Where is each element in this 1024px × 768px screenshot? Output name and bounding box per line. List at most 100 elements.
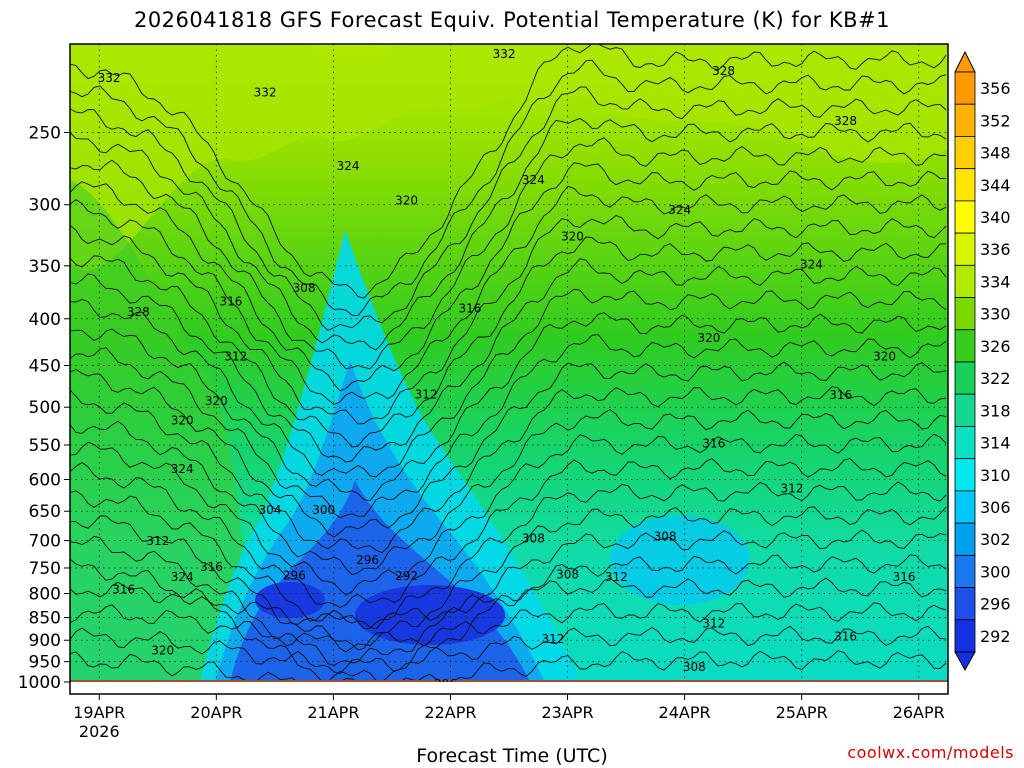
- y-tick-label: 650: [29, 502, 61, 522]
- contour-label: 324: [171, 570, 194, 584]
- colorbar-label: 322: [980, 369, 1011, 388]
- colorbar-swatch: [954, 264, 976, 298]
- contour-label: 332: [98, 71, 121, 85]
- x-tick-label: 19APR: [73, 703, 125, 722]
- contour-label: 332: [493, 47, 516, 61]
- contour-label: 308: [522, 531, 545, 545]
- x-tick-label: 22APR: [424, 703, 476, 722]
- colorbar-top-arrow: [954, 50, 976, 73]
- contour-label: 312: [605, 570, 628, 584]
- field-coldest-core-2: [255, 582, 325, 618]
- colorbar-label: 334: [980, 272, 1011, 291]
- contour-line: [70, 529, 947, 666]
- contour-line: [70, 386, 947, 554]
- colorbar-swatch: [954, 393, 976, 427]
- contour-label: 316: [112, 583, 135, 597]
- colorbar-swatch: [954, 136, 976, 170]
- field-left-green-band: [70, 180, 250, 682]
- colorbar-swatch: [954, 71, 976, 105]
- contour-label: 312: [224, 350, 247, 364]
- colorbar-swatch: [954, 232, 976, 266]
- contour-line: [70, 117, 947, 351]
- y-tick-label: 900: [29, 631, 61, 651]
- contour-line: [70, 481, 947, 630]
- chart-title: 2026041818 GFS Forecast Equiv. Potential…: [133, 8, 891, 32]
- contour-label: 316: [834, 630, 857, 644]
- colorbar-swatch: [954, 490, 976, 524]
- y-tick-label: 700: [29, 532, 61, 552]
- y-tick-label: 850: [29, 609, 61, 629]
- contour-line: [70, 214, 947, 425]
- x-tick-label: 26APR: [893, 703, 945, 722]
- contour-label: 320: [395, 194, 418, 208]
- contour-line: [70, 650, 947, 682]
- x-tick-label: 24APR: [659, 703, 711, 722]
- colorbar-swatch: [954, 103, 976, 137]
- y-tick-label: 750: [29, 559, 61, 579]
- contour-label: 320: [171, 413, 194, 427]
- contour-label: 316: [459, 302, 482, 316]
- contour-label: 324: [668, 203, 691, 217]
- colorbar-label: 326: [980, 337, 1011, 356]
- y-tick-label: 950: [29, 653, 61, 673]
- colorbar-label: 318: [980, 401, 1011, 420]
- contour-line: [70, 44, 947, 299]
- colorbar-label: 296: [980, 595, 1011, 614]
- contour-line: [70, 361, 947, 538]
- colorbar-label: 330: [980, 305, 1011, 324]
- contour-label: 312: [146, 534, 169, 548]
- x-tick-label: 25APR: [776, 703, 828, 722]
- contour-label: 316: [702, 437, 725, 451]
- contour-line: [70, 625, 947, 675]
- colorbar-swatch: [954, 200, 976, 234]
- contour-label: 332: [254, 85, 277, 99]
- contour-line: [70, 409, 947, 576]
- colorbar-label: 300: [980, 562, 1011, 581]
- contour-label: 296: [283, 568, 306, 582]
- colorbar-swatch: [954, 426, 976, 460]
- contour-label: 304: [259, 503, 282, 517]
- colorbar-label: 344: [980, 176, 1011, 195]
- contour-line: [70, 312, 947, 502]
- contour-label: 312: [780, 482, 803, 496]
- colorbar-swatch: [954, 522, 976, 556]
- colorbar-label: 306: [980, 498, 1011, 517]
- colorbar-label: 352: [980, 111, 1011, 130]
- colorbar: 356 352 348 344 340 336 334 330 326 322 318 314 310 3…: [954, 50, 1011, 672]
- contour-line: [70, 236, 947, 448]
- colorbar-label: 314: [980, 434, 1011, 453]
- contour-label: 328: [127, 305, 150, 319]
- contour-label: 328: [834, 114, 857, 128]
- colorbar-swatch: [954, 361, 976, 395]
- colorbar-swatch: [954, 458, 976, 492]
- y-axis: 2503003504004505005506006507007508008509…: [18, 123, 70, 693]
- colorbar-label: 336: [980, 240, 1011, 259]
- contour-label: 324: [800, 258, 823, 272]
- contour-label: 312: [702, 617, 725, 631]
- colorbar-swatch: [954, 168, 976, 202]
- y-tick-label: 500: [29, 398, 61, 418]
- ground-surface: [70, 680, 948, 682]
- contour-label: 296: [356, 553, 379, 567]
- contour-label: 320: [698, 331, 721, 345]
- contour-label: 316: [220, 295, 243, 309]
- y-tick-label: 1000: [18, 673, 61, 693]
- contour-label: 316: [893, 570, 916, 584]
- colorbar-label: 302: [980, 530, 1011, 549]
- colorbar-label: 292: [980, 627, 1011, 646]
- contour-label: 324: [522, 173, 545, 187]
- plot-frame: [69, 43, 949, 695]
- colorbar-label: 340: [980, 208, 1011, 227]
- contour-label: 296: [434, 677, 457, 691]
- y-tick-label: 450: [29, 356, 61, 376]
- colorbar-swatch: [954, 554, 976, 588]
- y-tick-label: 250: [29, 123, 61, 143]
- field-cool-pocket: [610, 515, 750, 605]
- contour-line: [70, 59, 947, 317]
- x-tick-label: 21APR: [307, 703, 359, 722]
- contour-label: 320: [561, 229, 584, 243]
- x-tick-label: 23APR: [541, 703, 593, 722]
- contour-line: [70, 602, 947, 653]
- field-coldest-core: [355, 585, 505, 645]
